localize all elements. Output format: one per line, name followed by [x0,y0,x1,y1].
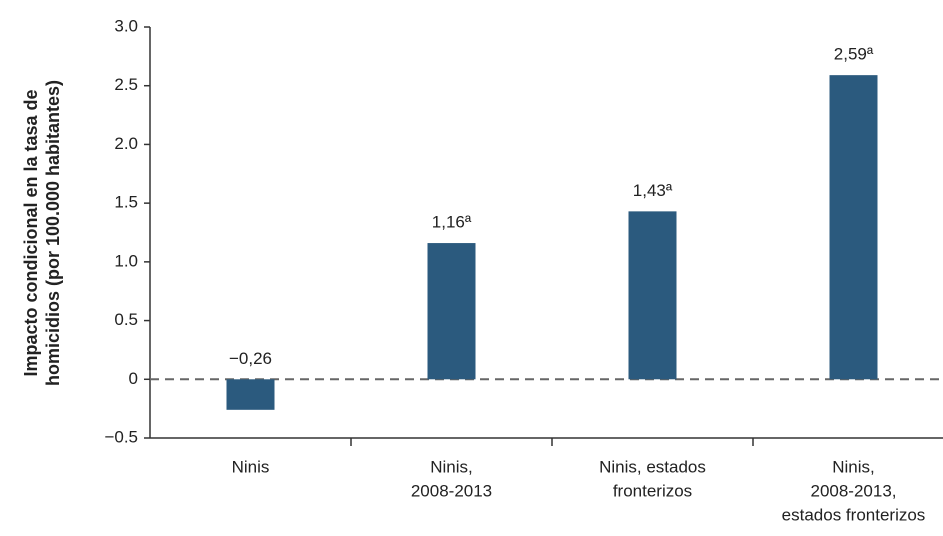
x-tick-label: fronterizos [613,481,692,500]
x-tick-label: estados fronterizos [782,505,926,524]
y-tick-label: 0 [129,369,138,388]
bar [829,75,878,380]
x-tick-label: Ninis, [832,457,875,476]
bar [427,243,476,380]
bar [226,379,275,410]
y-tick-label: 2.5 [114,75,138,94]
y-axis-title: Impacto condicional en la tasa de homici… [21,80,63,386]
y-tick-label: −0.5 [104,427,138,446]
y-tick-label: 3.0 [114,16,138,35]
y-tick-label: 1.0 [114,251,138,270]
y-axis-title-line: homicidios (por 100.000 habitantes) [43,80,63,386]
value-label: 1,43ª [633,181,673,200]
y-axis-title-line: Impacto condicional en la tasa de [21,89,41,376]
value-label: 2,59ª [834,45,874,64]
y-tick-label: 0.5 [114,310,138,329]
y-tick-label: 2.0 [114,134,138,153]
value-label: −0,26 [229,349,272,368]
y-tick-label: 1.5 [114,193,138,212]
x-tick-label: Ninis, estados [599,457,706,476]
x-tick-label: 2008-2013, [810,481,896,500]
x-tick-label: Ninis [232,457,270,476]
bar [628,211,677,380]
x-tick-label: Ninis, [430,457,473,476]
value-label: 1,16ª [432,213,472,232]
x-tick-label: 2008-2013 [411,481,492,500]
